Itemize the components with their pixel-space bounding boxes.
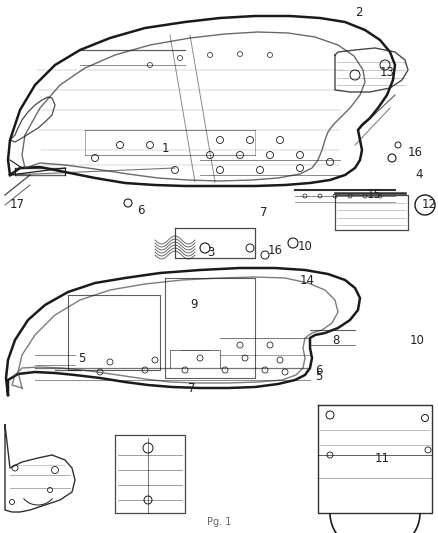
Text: 5: 5 — [78, 351, 85, 365]
Text: 7: 7 — [260, 206, 268, 220]
Text: 7: 7 — [188, 382, 195, 394]
Text: 2: 2 — [355, 5, 363, 19]
Text: 3: 3 — [207, 246, 214, 259]
Text: 6: 6 — [315, 364, 322, 376]
Text: 4: 4 — [415, 168, 423, 182]
Text: 17: 17 — [10, 198, 25, 212]
Text: 16: 16 — [408, 146, 423, 158]
Text: 8: 8 — [332, 334, 339, 346]
Text: 9: 9 — [190, 298, 198, 311]
Text: 6: 6 — [137, 204, 145, 216]
Text: 10: 10 — [298, 240, 313, 254]
Text: 14: 14 — [300, 273, 315, 287]
Text: 10: 10 — [410, 334, 425, 346]
Text: 11: 11 — [375, 451, 390, 464]
Text: 13: 13 — [380, 67, 395, 79]
Text: Pg. 1: Pg. 1 — [207, 517, 231, 527]
Text: 16: 16 — [268, 244, 283, 256]
Text: 1: 1 — [162, 141, 170, 155]
Text: 12: 12 — [422, 198, 437, 212]
Text: 15: 15 — [367, 189, 382, 201]
Text: 5: 5 — [315, 370, 322, 384]
